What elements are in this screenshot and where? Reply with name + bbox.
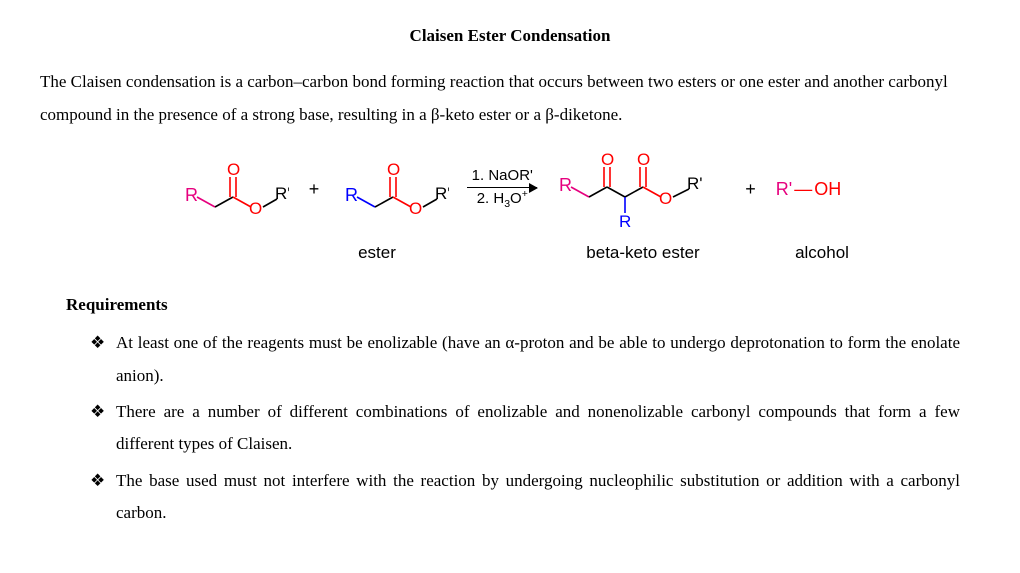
svg-text:R': R' <box>687 174 703 193</box>
svg-text:R: R <box>619 212 631 229</box>
svg-text:O: O <box>601 150 614 169</box>
reagent-line-1: 1. NaOR' <box>472 167 533 184</box>
reagent-line-2: 2. H3O+ <box>477 188 528 210</box>
svg-text:O: O <box>227 161 240 179</box>
svg-text:O: O <box>409 199 422 217</box>
scheme-labels: ester beta-keto ester alcohol <box>40 237 980 269</box>
label-alcohol: alcohol <box>782 237 862 269</box>
beta-keto-ester: R O R O O R' <box>555 149 725 229</box>
svg-text:R: R <box>185 185 198 205</box>
alcohol-r: R' <box>776 172 792 206</box>
plus-1: + <box>307 172 322 206</box>
svg-text:O: O <box>637 150 650 169</box>
plus-2: + <box>743 172 758 206</box>
reaction-arrow-icon <box>467 187 537 189</box>
svg-text:O: O <box>387 161 400 179</box>
alcohol-product: R' — OH <box>776 172 841 206</box>
svg-text:R': R' <box>435 184 449 203</box>
svg-text:O: O <box>249 199 262 217</box>
requirements-list: At least one of the reagents must be eno… <box>40 327 980 529</box>
reaction-scheme: R O O R' + R O O R' <box>40 149 980 229</box>
label-ester: ester <box>322 237 432 269</box>
alcohol-bond: — <box>792 172 814 206</box>
intro-paragraph: The Claisen condensation is a carbon–car… <box>40 66 980 131</box>
reaction-conditions: 1. NaOR' 2. H3O+ <box>467 167 537 210</box>
svg-text:R: R <box>345 185 358 205</box>
label-beta-keto: beta-keto ester <box>558 237 728 269</box>
alcohol-oh: OH <box>814 172 841 206</box>
svg-text:O: O <box>659 189 672 208</box>
list-item: At least one of the reagents must be eno… <box>90 327 960 392</box>
svg-text:R: R <box>559 175 572 195</box>
requirements-heading: Requirements <box>66 289 980 321</box>
ester-1: R O O R' <box>179 161 289 217</box>
svg-text:R': R' <box>275 184 289 203</box>
ester-2: R O O R' <box>339 161 449 217</box>
list-item: There are a number of different combinat… <box>90 396 960 461</box>
list-item: The base used must not interfere with th… <box>90 465 960 530</box>
page-title: Claisen Ester Condensation <box>40 20 980 52</box>
